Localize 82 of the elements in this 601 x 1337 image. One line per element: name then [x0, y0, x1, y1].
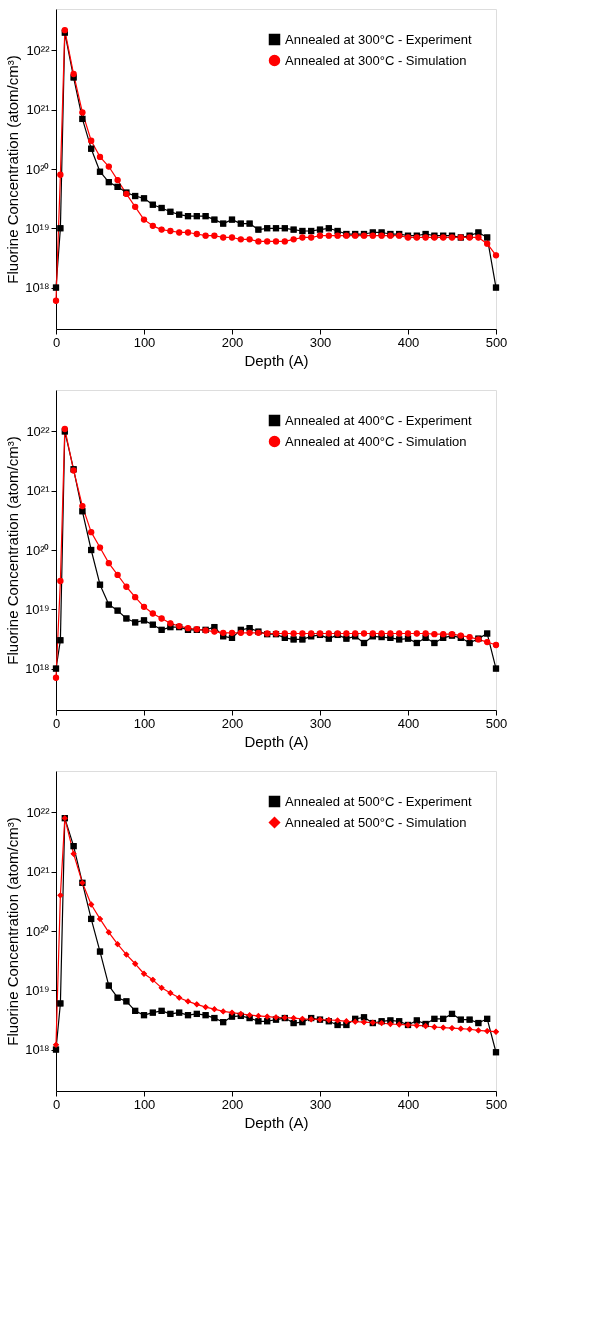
point — [299, 630, 306, 637]
y-tick-label: 10¹⁸ — [25, 1042, 50, 1058]
point — [466, 1016, 473, 1023]
point — [114, 994, 121, 1001]
x-tick-label: 400 — [397, 334, 420, 350]
point — [475, 1027, 482, 1034]
legend-label: Annealed at 500°C - Experiment — [285, 793, 472, 809]
y-tick-label: 10²² — [26, 42, 51, 58]
x-tick-label: 0 — [52, 334, 61, 350]
point — [290, 236, 297, 243]
y-tick-label: 10¹⁹ — [25, 220, 50, 236]
y-tick-label: 10²¹ — [26, 483, 51, 499]
x-tick-label: 100 — [133, 715, 156, 731]
x-axis-title: Depth (A) — [244, 732, 309, 750]
y-tick-label: 10²⁰ — [25, 542, 50, 558]
y-tick-label: 10¹⁹ — [25, 982, 50, 998]
x-tick-label: 500 — [485, 715, 508, 731]
point — [334, 232, 341, 239]
x-tick-label: 200 — [221, 715, 244, 731]
point — [343, 630, 350, 637]
x-tick-label: 300 — [309, 334, 332, 350]
point — [123, 998, 130, 1005]
point — [422, 630, 429, 637]
legend-label: Annealed at 500°C - Simulation — [285, 814, 467, 830]
point — [299, 234, 306, 241]
x-tick-label: 100 — [133, 1096, 156, 1112]
x-tick-label: 0 — [52, 715, 61, 731]
point — [299, 636, 306, 643]
y-tick-label: 10²⁰ — [25, 161, 50, 177]
point — [158, 226, 165, 233]
x-tick-label: 0 — [52, 1096, 61, 1112]
y-tick-label: 10²² — [26, 423, 51, 439]
x-tick-label: 400 — [397, 1096, 420, 1112]
legend-label: Annealed at 400°C - Simulation — [285, 433, 467, 449]
x-tick-label: 200 — [221, 334, 244, 350]
point — [167, 620, 174, 627]
y-tick-label: 10¹⁹ — [25, 601, 50, 617]
point — [57, 892, 64, 899]
y-tick-label: 10²¹ — [26, 864, 51, 880]
point — [255, 238, 262, 245]
point — [422, 234, 429, 241]
point — [211, 216, 218, 223]
x-tick-label: 100 — [133, 334, 156, 350]
y-tick-label: 10¹⁸ — [25, 661, 50, 677]
legend-label: Annealed at 400°C - Experiment — [285, 412, 472, 428]
y-tick-label: 10²⁰ — [25, 923, 50, 939]
x-tick-label: 500 — [485, 334, 508, 350]
y-tick-label: 10²² — [26, 804, 51, 820]
point — [255, 226, 262, 233]
point — [123, 951, 130, 958]
point — [211, 628, 218, 635]
x-axis-title: Depth (A) — [244, 1113, 309, 1131]
point — [211, 232, 218, 239]
y-axis-title: Fluorine Concentration (atom/cm³) — [4, 436, 22, 665]
x-tick-label: 300 — [309, 715, 332, 731]
x-tick-label: 300 — [309, 1096, 332, 1112]
point — [387, 630, 394, 637]
point — [290, 630, 297, 637]
point — [343, 635, 350, 642]
y-axis-title: Fluorine Concentration (atom/cm³) — [4, 817, 22, 1046]
point — [79, 109, 86, 116]
legend-label: Annealed at 300°C - Simulation — [285, 52, 467, 68]
x-axis-title: Depth (A) — [244, 351, 309, 369]
point — [246, 220, 253, 227]
point — [202, 232, 209, 239]
point — [334, 1017, 341, 1024]
point — [123, 615, 130, 622]
y-tick-label: 10¹⁸ — [25, 280, 50, 296]
x-tick-label: 400 — [397, 715, 420, 731]
point — [290, 636, 297, 643]
point — [475, 234, 482, 241]
point — [57, 1000, 64, 1007]
y-tick-label: 10²¹ — [26, 102, 51, 118]
point — [158, 615, 165, 622]
legend-label: Annealed at 300°C - Experiment — [285, 31, 472, 47]
point — [114, 607, 121, 614]
x-tick-label: 500 — [485, 1096, 508, 1112]
point — [378, 630, 385, 637]
y-axis-title: Fluorine Concentration (atom/cm³) — [4, 55, 22, 284]
point — [246, 236, 253, 243]
point — [290, 226, 297, 233]
x-tick-label: 200 — [221, 1096, 244, 1112]
